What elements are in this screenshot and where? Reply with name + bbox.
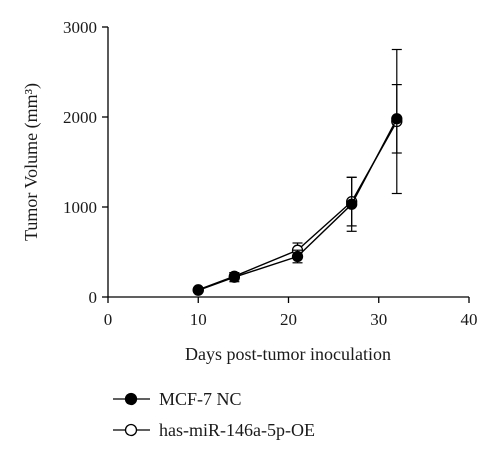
x-tick-label: 10 (190, 310, 207, 329)
plot-area (192, 48, 403, 296)
y-tick-label: 1000 (63, 198, 97, 217)
y-tick-label: 0 (89, 288, 98, 307)
legend-marker-mcf7-nc (124, 392, 138, 406)
legend-entry-mcf7-nc: MCF-7 NC (113, 389, 242, 409)
y-tick-label: 3000 (63, 18, 97, 37)
legend: MCF-7 NC has-miR-146a-5p-OE (113, 389, 315, 440)
x-tick-label: 0 (104, 310, 113, 329)
y-axis: 0 1000 2000 3000 (63, 18, 109, 307)
series-line (198, 121, 398, 291)
x-axis-title: Days post-tumor inoculation (185, 344, 391, 364)
x-tick-label: 30 (370, 310, 387, 329)
series-0 (192, 83, 403, 296)
data-point (291, 250, 304, 263)
data-point (391, 113, 403, 125)
legend-label-mir146a-oe: has-miR-146a-5p-OE (159, 420, 315, 440)
data-point (346, 198, 358, 210)
legend-entry-mir146a-oe: has-miR-146a-5p-OE (113, 420, 315, 440)
x-axis: 0 10 20 30 40 (104, 296, 478, 329)
x-tick-label: 20 (280, 310, 297, 329)
y-axis-title: Tumor Volume (mm³) (21, 83, 42, 241)
data-point (228, 271, 241, 283)
data-point (192, 284, 204, 296)
legend-label-mcf7-nc: MCF-7 NC (159, 389, 242, 409)
series-line (198, 118, 398, 291)
y-tick-label: 2000 (63, 108, 97, 127)
x-tick-label: 40 (461, 310, 478, 329)
legend-marker-mir146a-oe (124, 423, 138, 437)
